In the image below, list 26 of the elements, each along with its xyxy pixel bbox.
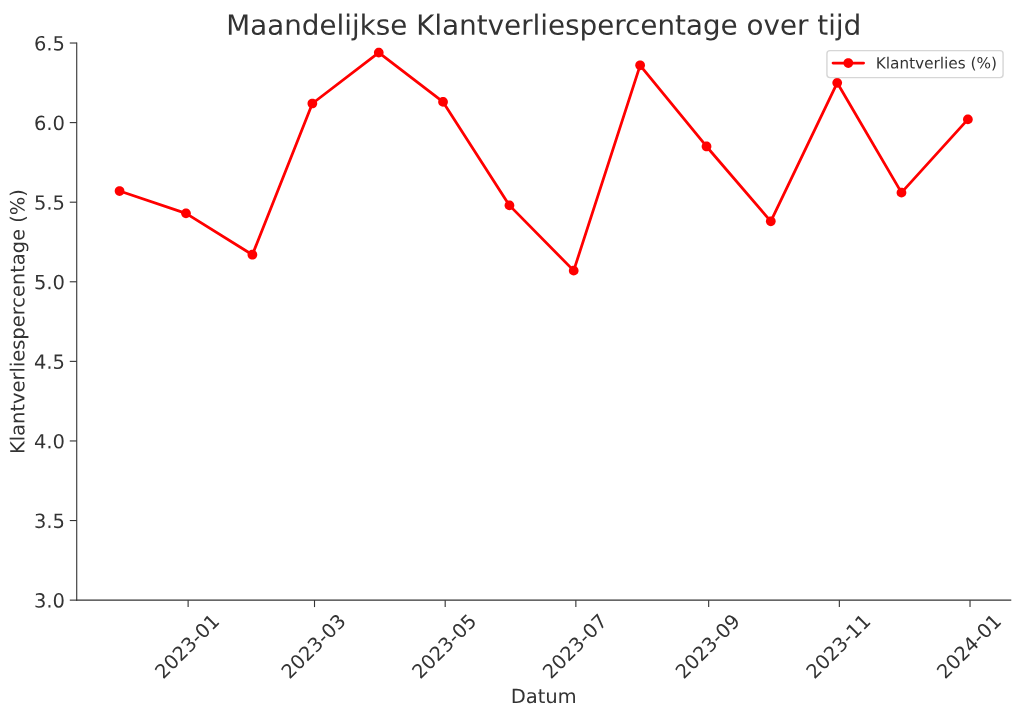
x-axis-title: Datum	[512, 688, 575, 704]
point	[896, 187, 907, 198]
legend-label: Klantverlies (%)	[877, 56, 996, 71]
y-tick-label: 5.5	[35, 195, 64, 210]
y-tick-label: 6.5	[35, 35, 64, 51]
point	[247, 249, 258, 260]
y-tick-label: 5.0	[35, 274, 64, 290]
point	[373, 47, 384, 58]
y-axis-title: Klantverliespercentage (%)	[9, 190, 29, 453]
y-tick-label: 3.0	[35, 593, 64, 608]
point	[701, 141, 712, 152]
point	[438, 97, 448, 107]
y-tick-label: 6.0	[35, 115, 64, 131]
point	[504, 200, 515, 211]
point	[963, 114, 973, 125]
chart-title: Maandelijkse Klantverliespercentage over tijd	[228, 13, 859, 41]
point	[114, 186, 125, 196]
y-tick-label: 4.0	[34, 433, 64, 449]
point	[635, 60, 645, 71]
point	[568, 265, 579, 276]
y-tick-label: 3.5	[35, 513, 64, 529]
point	[307, 98, 318, 109]
point	[765, 216, 776, 227]
point	[832, 77, 843, 88]
point	[181, 208, 191, 219]
y-tick-label: 4.5	[34, 354, 64, 370]
